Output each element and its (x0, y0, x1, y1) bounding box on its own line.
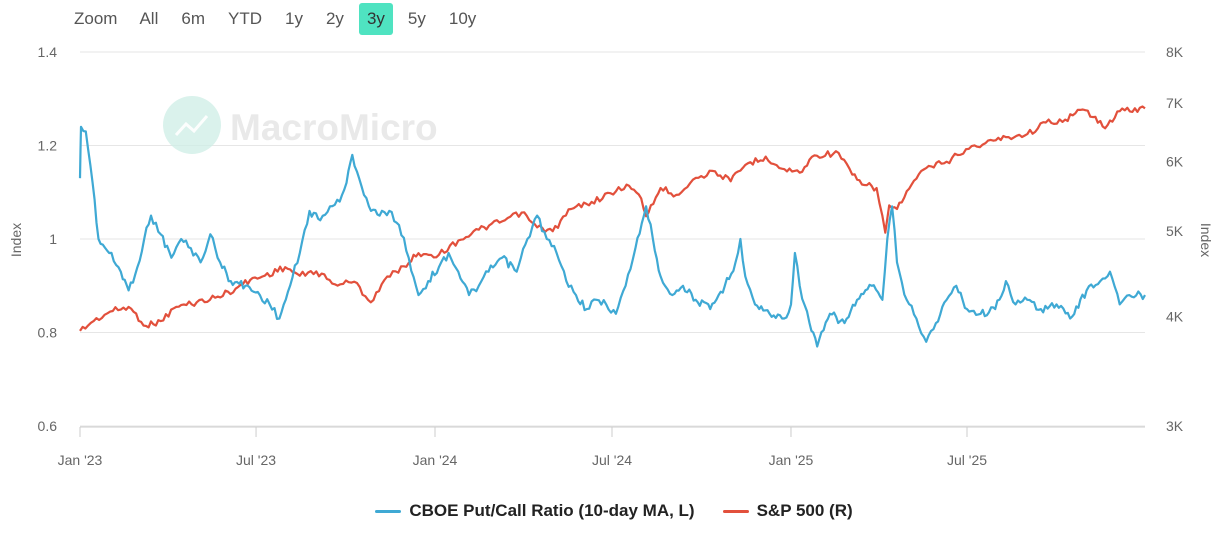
zoom-button-10y[interactable]: 10y (448, 9, 477, 28)
x-tick-label: Jan '24 (413, 452, 458, 468)
x-tick-label: Jul '24 (592, 452, 632, 468)
y-right-tick-label: 3K (1166, 418, 1184, 434)
y-right-tick-label: 5K (1166, 223, 1184, 239)
x-tick-label: Jul '23 (236, 452, 276, 468)
y-left-tick-label: 1 (49, 231, 57, 247)
zoom-button-1y[interactable]: 1y (285, 9, 303, 28)
zoom-button-3y[interactable]: 3y (358, 3, 393, 35)
watermark-logo-icon (163, 96, 221, 154)
zoom-bar: Zoom All 6m YTD 1y 2y 3y 5y 10y (74, 3, 491, 35)
series-line-put-call (78, 125, 1146, 348)
y-left-tick-label: 1.4 (38, 44, 58, 60)
y-right-tick-label: 8K (1166, 44, 1184, 60)
watermark-text: MacroMicro (230, 107, 438, 148)
legend-item-put-call[interactable]: CBOE Put/Call Ratio (10-day MA, L) (375, 501, 695, 521)
y-left-tick-label: 0.8 (38, 325, 58, 341)
y-left-axis-title: Index (8, 223, 24, 257)
legend-label-sp500: S&P 500 (R) (756, 501, 853, 520)
x-tick-label: Jul '25 (947, 452, 987, 468)
legend-swatch-put-call (375, 509, 402, 513)
y-right-tick-label: 7K (1166, 95, 1184, 111)
y-left-tick-label: 1.2 (38, 138, 58, 154)
zoom-button-5y[interactable]: 5y (407, 9, 426, 28)
legend-item-sp500[interactable]: S&P 500 (R) (722, 501, 853, 521)
watermark: MacroMicro (163, 96, 438, 154)
y-right-tick-label: 4K (1166, 308, 1184, 324)
y-left-tick-label: 0.6 (38, 418, 58, 434)
legend-swatch-sp500 (722, 509, 749, 513)
legend-label-put-call: CBOE Put/Call Ratio (10-day MA, L) (409, 501, 695, 520)
zoom-button-2y[interactable]: 2y (325, 9, 344, 28)
legend: CBOE Put/Call Ratio (10-day MA, L) S&P 5… (0, 501, 1228, 521)
zoom-button-6m[interactable]: 6m (181, 9, 205, 28)
x-tick-label: Jan '25 (769, 452, 814, 468)
chart: MacroMicro 0.6 0.8 1 1.2 1.4 3K 4K 5K 6K 7K 8K Inde… (8, 44, 1214, 468)
series-line-sp500 (79, 105, 1146, 332)
y-right-axis-title: Index (1198, 223, 1214, 257)
zoom-label: Zoom (74, 9, 118, 28)
zoom-button-all[interactable]: All (139, 9, 159, 28)
zoom-button-ytd[interactable]: YTD (228, 9, 262, 28)
y-right-tick-label: 6K (1166, 154, 1184, 170)
x-tick-label: Jan '23 (58, 452, 103, 468)
